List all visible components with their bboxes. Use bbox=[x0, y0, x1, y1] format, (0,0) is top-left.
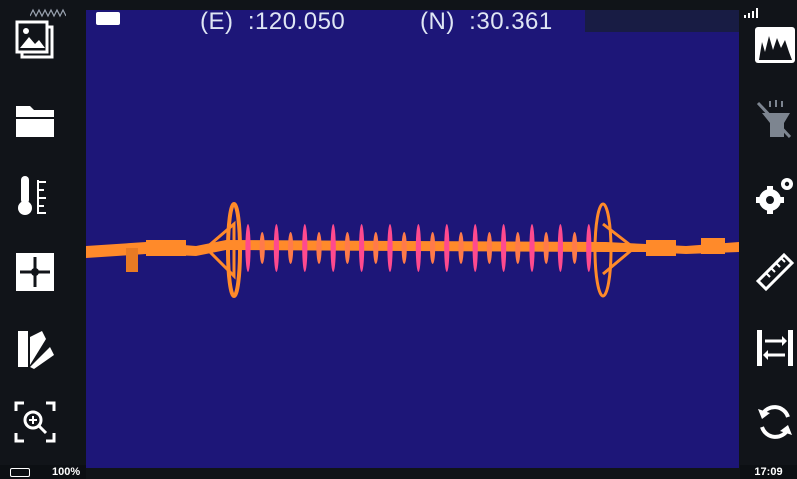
refresh-icon bbox=[758, 405, 792, 439]
crosshair-button[interactable] bbox=[0, 242, 70, 302]
battery-icon bbox=[10, 467, 30, 477]
battery-percent: 100% bbox=[52, 466, 81, 478]
insulator-shed bbox=[515, 232, 521, 264]
settings-button[interactable] bbox=[740, 165, 797, 225]
palette-icon bbox=[18, 331, 54, 369]
right-toolbar bbox=[740, 0, 797, 479]
insulator-shed bbox=[302, 224, 308, 272]
insulator-shed bbox=[330, 224, 336, 272]
insulator-shed bbox=[458, 232, 464, 264]
north-coordinate: (N) :30.361 bbox=[420, 8, 553, 36]
insulator-shed bbox=[344, 232, 350, 264]
east-value: :120.050 bbox=[247, 8, 346, 35]
zoom-icon bbox=[14, 401, 56, 443]
refresh-button[interactable] bbox=[740, 392, 797, 452]
east-label: (E) bbox=[200, 8, 234, 35]
insulator-shed bbox=[557, 224, 563, 272]
thermal-view[interactable] bbox=[86, 10, 739, 468]
insulator-shed bbox=[529, 224, 535, 272]
flashlight-button[interactable] bbox=[740, 90, 797, 150]
left-toolbar bbox=[0, 0, 70, 479]
insulator-shed bbox=[316, 232, 322, 264]
east-coordinate: (E) :120.050 bbox=[200, 8, 345, 36]
settings-icon bbox=[756, 178, 793, 214]
north-value: :30.361 bbox=[469, 8, 553, 35]
swap-icon bbox=[757, 330, 793, 366]
folder-button[interactable] bbox=[0, 90, 70, 150]
flashlight-icon bbox=[756, 100, 792, 139]
insulator-shed bbox=[572, 232, 578, 264]
insulator-shed bbox=[288, 232, 294, 264]
thermal-image bbox=[86, 202, 739, 298]
signal-icon bbox=[744, 8, 758, 18]
thermometer-icon bbox=[18, 176, 46, 215]
ruler-icon bbox=[755, 252, 795, 292]
battery-status: 100% bbox=[0, 465, 86, 479]
gallery-icon bbox=[15, 20, 54, 59]
insulator-shed bbox=[501, 224, 507, 272]
crosshair-icon bbox=[16, 253, 54, 291]
wave-strip-icon bbox=[30, 8, 66, 18]
gallery-button[interactable] bbox=[0, 10, 70, 70]
readout-background bbox=[585, 10, 739, 32]
insulator-shed bbox=[387, 224, 393, 272]
insulator-shed bbox=[415, 224, 421, 272]
histogram-icon bbox=[755, 27, 795, 63]
insulator-shed bbox=[543, 232, 549, 264]
insulator-shed bbox=[245, 224, 251, 272]
thermometer-button[interactable] bbox=[0, 165, 70, 225]
ruler-button[interactable] bbox=[740, 242, 797, 302]
top-battery-icon bbox=[96, 12, 120, 25]
insulator-shed bbox=[259, 232, 265, 264]
north-label: (N) bbox=[420, 8, 455, 35]
insulator-shed bbox=[273, 224, 279, 272]
insulator-shed bbox=[373, 232, 379, 264]
zoom-button[interactable] bbox=[0, 392, 70, 452]
swap-button[interactable] bbox=[740, 318, 797, 378]
insulator-shed bbox=[586, 224, 592, 272]
folder-icon bbox=[16, 106, 54, 137]
insulator-shed bbox=[472, 224, 478, 272]
insulator-shed bbox=[430, 232, 436, 264]
clock: 17:09 bbox=[740, 465, 797, 479]
palette-button[interactable] bbox=[0, 318, 70, 378]
histogram-button[interactable] bbox=[740, 15, 797, 75]
insulator-shed bbox=[486, 232, 492, 264]
insulator-shed bbox=[359, 224, 365, 272]
insulator-shed bbox=[401, 232, 407, 264]
insulator-shed bbox=[444, 224, 450, 272]
